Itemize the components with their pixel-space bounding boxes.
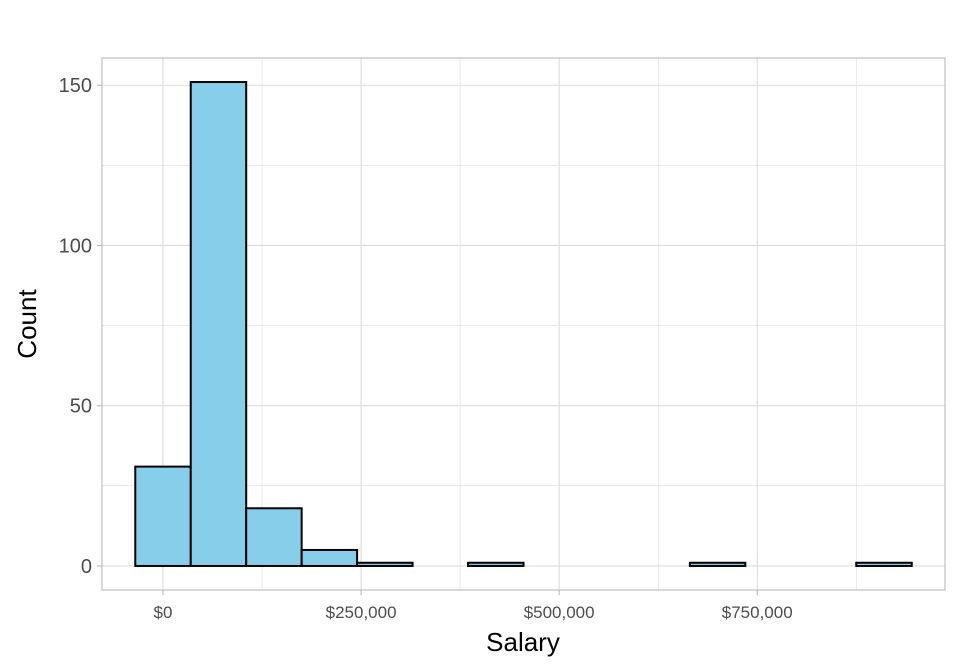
- y-tick-label: 150: [59, 75, 92, 97]
- histogram-bar: [855, 561, 913, 567]
- histogram-bar: [134, 465, 192, 567]
- histogram-bar: [189, 81, 248, 567]
- y-tick-label: 50: [70, 396, 92, 418]
- panel-border: [101, 57, 946, 591]
- histogram-bar: [300, 548, 359, 567]
- x-axis-title: Salary: [486, 627, 560, 657]
- y-axis: 0 50 100 150: [59, 75, 102, 578]
- x-tick-label: $250,000: [326, 603, 397, 622]
- histogram-bar: [688, 561, 747, 567]
- x-tick-label: $750,000: [722, 603, 793, 622]
- x-axis: $0 $250,000 $500,000 $750,000: [154, 590, 793, 622]
- y-tick-label: 100: [59, 235, 92, 257]
- histogram-bars: [134, 81, 913, 567]
- histogram-bar: [245, 507, 303, 567]
- histogram-bar: [467, 561, 525, 567]
- x-tick-label: $500,000: [524, 603, 595, 622]
- y-tick-label: 0: [81, 556, 92, 578]
- x-tick-label: $0: [154, 603, 173, 622]
- histogram-bar: [356, 561, 414, 567]
- y-axis-title: Count: [12, 289, 42, 359]
